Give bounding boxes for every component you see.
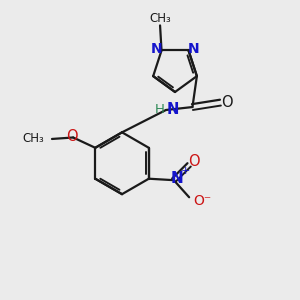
Text: N: N xyxy=(188,42,200,56)
Text: O: O xyxy=(221,95,233,110)
Text: O⁻: O⁻ xyxy=(194,194,212,208)
Text: CH₃: CH₃ xyxy=(22,133,44,146)
Text: +: + xyxy=(181,166,190,176)
Text: H: H xyxy=(154,103,164,116)
Text: N: N xyxy=(166,102,178,117)
Text: O: O xyxy=(66,128,77,143)
Text: O: O xyxy=(188,154,200,169)
Text: CH₃: CH₃ xyxy=(149,12,171,26)
Text: N: N xyxy=(171,171,184,186)
Text: N: N xyxy=(150,42,162,56)
